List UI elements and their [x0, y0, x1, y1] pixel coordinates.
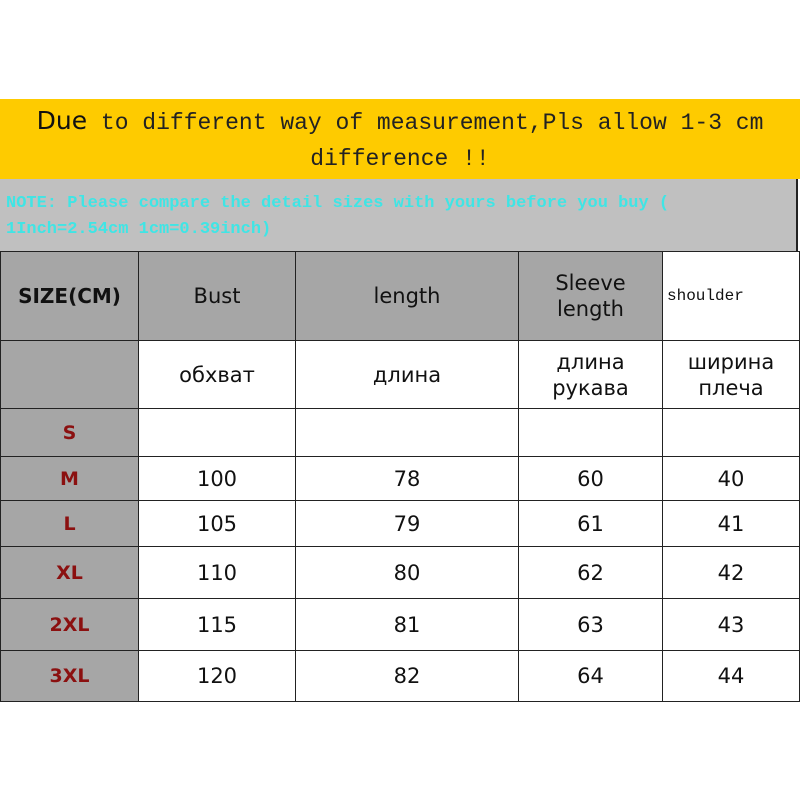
size-label: M — [0, 456, 139, 501]
russian-length: длина — [295, 340, 519, 409]
cell-bust — [138, 408, 296, 457]
note-box: NOTE: Please compare the detail sizes wi… — [0, 179, 798, 251]
size-label: L — [0, 500, 139, 547]
cell-sleeve-length: 62 — [518, 546, 663, 599]
cell-shoulder: 43 — [662, 598, 800, 651]
cell-bust: 115 — [138, 598, 296, 651]
cell-length: 79 — [295, 500, 519, 547]
cell-shoulder: 40 — [662, 456, 800, 501]
size-label: 3XL — [0, 650, 139, 702]
header-length: length — [295, 251, 519, 341]
cell-bust: 105 — [138, 500, 296, 547]
cell-shoulder: 41 — [662, 500, 800, 547]
russian-sleeve-length: длина рукава — [518, 340, 663, 409]
measurement-disclaimer-banner: Due to different way of measurement,Pls … — [0, 99, 800, 179]
header-shoulder: shoulder — [662, 251, 800, 341]
russian-header-row: обхват длина длина рукава ширина плеча — [0, 340, 800, 409]
cell-bust: 110 — [138, 546, 296, 599]
banner-first-word: Due — [36, 106, 88, 135]
header-sleeve-length: Sleeve length — [518, 251, 663, 341]
russian-bust: обхват — [138, 340, 296, 409]
table-row: 2XL 115 81 63 43 — [0, 598, 800, 651]
table-row: M 100 78 60 40 — [0, 456, 800, 501]
note-text: Please compare the detail sizes with you… — [6, 194, 670, 239]
banner-text: to different way of measurement,Pls allo… — [100, 110, 764, 172]
note-label: NOTE: — [6, 194, 58, 213]
cell-bust: 120 — [138, 650, 296, 702]
cell-sleeve-length — [518, 408, 663, 457]
table-row: 3XL 120 82 64 44 — [0, 650, 800, 702]
size-label: 2XL — [0, 598, 139, 651]
size-label: S — [0, 408, 139, 457]
cell-bust: 100 — [138, 456, 296, 501]
cell-shoulder: 42 — [662, 546, 800, 599]
cell-sleeve-length: 61 — [518, 500, 663, 547]
cell-shoulder — [662, 408, 800, 457]
cell-length: 81 — [295, 598, 519, 651]
header-row: SIZE(CM) Bust length Sleeve length shoul… — [0, 251, 800, 341]
cell-sleeve-length: 60 — [518, 456, 663, 501]
table-row: XL 110 80 62 42 — [0, 546, 800, 599]
russian-size — [0, 340, 139, 409]
cell-sleeve-length: 63 — [518, 598, 663, 651]
cell-length — [295, 408, 519, 457]
table-row: L 105 79 61 41 — [0, 500, 800, 547]
cell-shoulder: 44 — [662, 650, 800, 702]
header-bust: Bust — [138, 251, 296, 341]
cell-length: 78 — [295, 456, 519, 501]
table-row: S — [0, 408, 800, 457]
cell-length: 82 — [295, 650, 519, 702]
size-chart-table: SIZE(CM) Bust length Sleeve length shoul… — [0, 251, 800, 702]
header-size: SIZE(CM) — [0, 251, 139, 341]
russian-shoulder: ширина плеча — [662, 340, 800, 409]
size-label: XL — [0, 546, 139, 599]
cell-length: 80 — [295, 546, 519, 599]
cell-sleeve-length: 64 — [518, 650, 663, 702]
